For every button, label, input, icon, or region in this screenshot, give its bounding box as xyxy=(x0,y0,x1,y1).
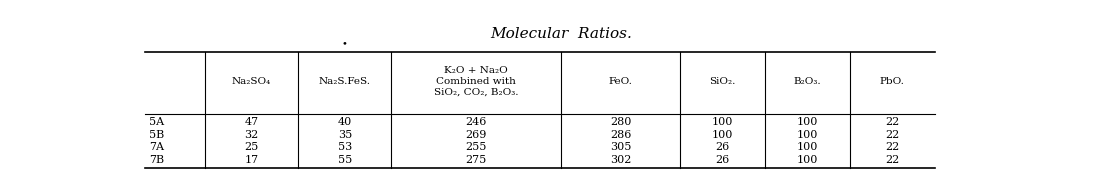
Text: 22: 22 xyxy=(885,155,899,165)
Text: SiO₂.: SiO₂. xyxy=(710,77,736,86)
Text: 100: 100 xyxy=(796,142,818,153)
Text: 22: 22 xyxy=(885,142,899,153)
Text: 17: 17 xyxy=(244,155,258,165)
Text: 275: 275 xyxy=(465,155,487,165)
Text: 7B: 7B xyxy=(149,155,164,165)
Text: 35: 35 xyxy=(337,130,351,140)
Text: FeO.: FeO. xyxy=(609,77,633,86)
Text: 269: 269 xyxy=(465,130,487,140)
Text: 26: 26 xyxy=(715,142,729,153)
Text: Molecular  Ratios.: Molecular Ratios. xyxy=(491,27,632,41)
Text: 25: 25 xyxy=(244,142,258,153)
Text: K₂O + Na₂O
Combined with
SiO₂, CO₂, B₂O₃.: K₂O + Na₂O Combined with SiO₂, CO₂, B₂O₃… xyxy=(434,66,519,97)
Text: Na₂S.FeS.: Na₂S.FeS. xyxy=(319,77,371,86)
Text: 255: 255 xyxy=(465,142,487,153)
Text: 7A: 7A xyxy=(149,142,164,153)
Text: 22: 22 xyxy=(885,117,899,127)
Text: 100: 100 xyxy=(796,130,818,140)
Text: B₂O₃.: B₂O₃. xyxy=(794,77,821,86)
Text: 53: 53 xyxy=(337,142,351,153)
Text: 47: 47 xyxy=(244,117,258,127)
Text: 100: 100 xyxy=(712,130,734,140)
Text: 40: 40 xyxy=(337,117,351,127)
Text: Na₂SO₄: Na₂SO₄ xyxy=(232,77,272,86)
Text: 246: 246 xyxy=(465,117,487,127)
Text: 22: 22 xyxy=(885,130,899,140)
Text: 305: 305 xyxy=(610,142,632,153)
Text: 286: 286 xyxy=(610,130,632,140)
Text: 26: 26 xyxy=(715,155,729,165)
Text: 32: 32 xyxy=(244,130,258,140)
Text: 100: 100 xyxy=(796,117,818,127)
Text: 100: 100 xyxy=(796,155,818,165)
Text: 100: 100 xyxy=(712,117,734,127)
Text: 302: 302 xyxy=(610,155,632,165)
Text: •: • xyxy=(342,39,348,48)
Text: 5A: 5A xyxy=(149,117,164,127)
Text: PbO.: PbO. xyxy=(879,77,904,86)
Text: 280: 280 xyxy=(610,117,632,127)
Text: 5B: 5B xyxy=(149,130,164,140)
Text: 55: 55 xyxy=(337,155,351,165)
